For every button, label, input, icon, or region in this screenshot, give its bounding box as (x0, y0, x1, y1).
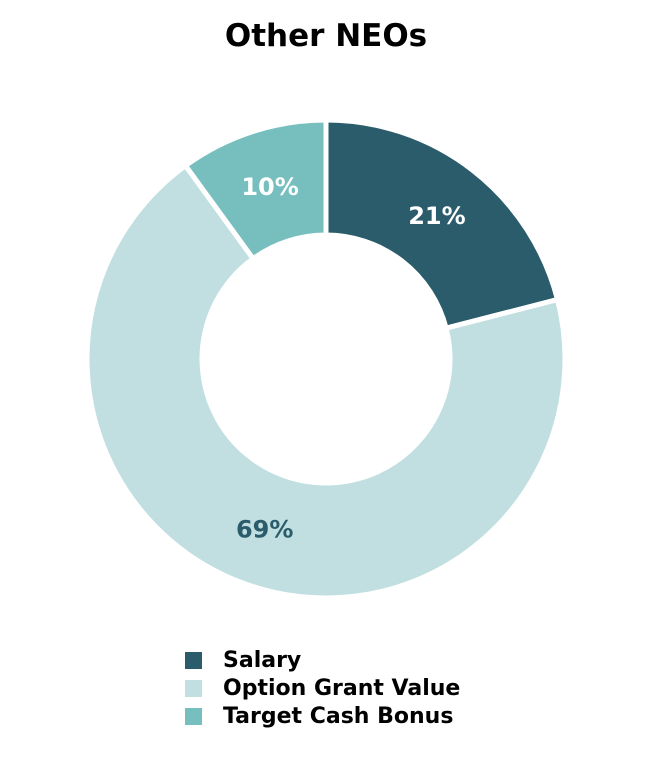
legend: Salary Option Grant Value Target Cash Bo… (185, 646, 460, 730)
legend-item-target-cash-bonus: Target Cash Bonus (185, 702, 460, 730)
chart-title: Other NEOs (224, 18, 428, 54)
legend-swatch-option-grant-value (185, 679, 202, 697)
slice-label-option-grant-value: 69% (236, 515, 293, 543)
legend-swatch-salary (185, 651, 202, 669)
slice-option-grant-value (84, 162, 568, 601)
legend-label-option-grant-value: Option Grant Value (223, 675, 461, 701)
slice-label-salary: 21% (408, 202, 465, 230)
donut-slices (84, 117, 568, 601)
legend-swatch-target-cash-bonus (185, 707, 202, 725)
legend-item-salary: Salary (185, 646, 460, 674)
slice-label-target-cash-bonus: 10% (241, 173, 298, 201)
legend-label-salary: Salary (223, 647, 302, 673)
legend-item-option-grant-value: Option Grant Value (185, 674, 460, 702)
slice-salary (323, 117, 561, 332)
legend-label-target-cash-bonus: Target Cash Bonus (223, 703, 454, 729)
slice-target-cash-bonus (182, 117, 329, 263)
donut-labels: 21% 69% 10% (236, 173, 466, 543)
